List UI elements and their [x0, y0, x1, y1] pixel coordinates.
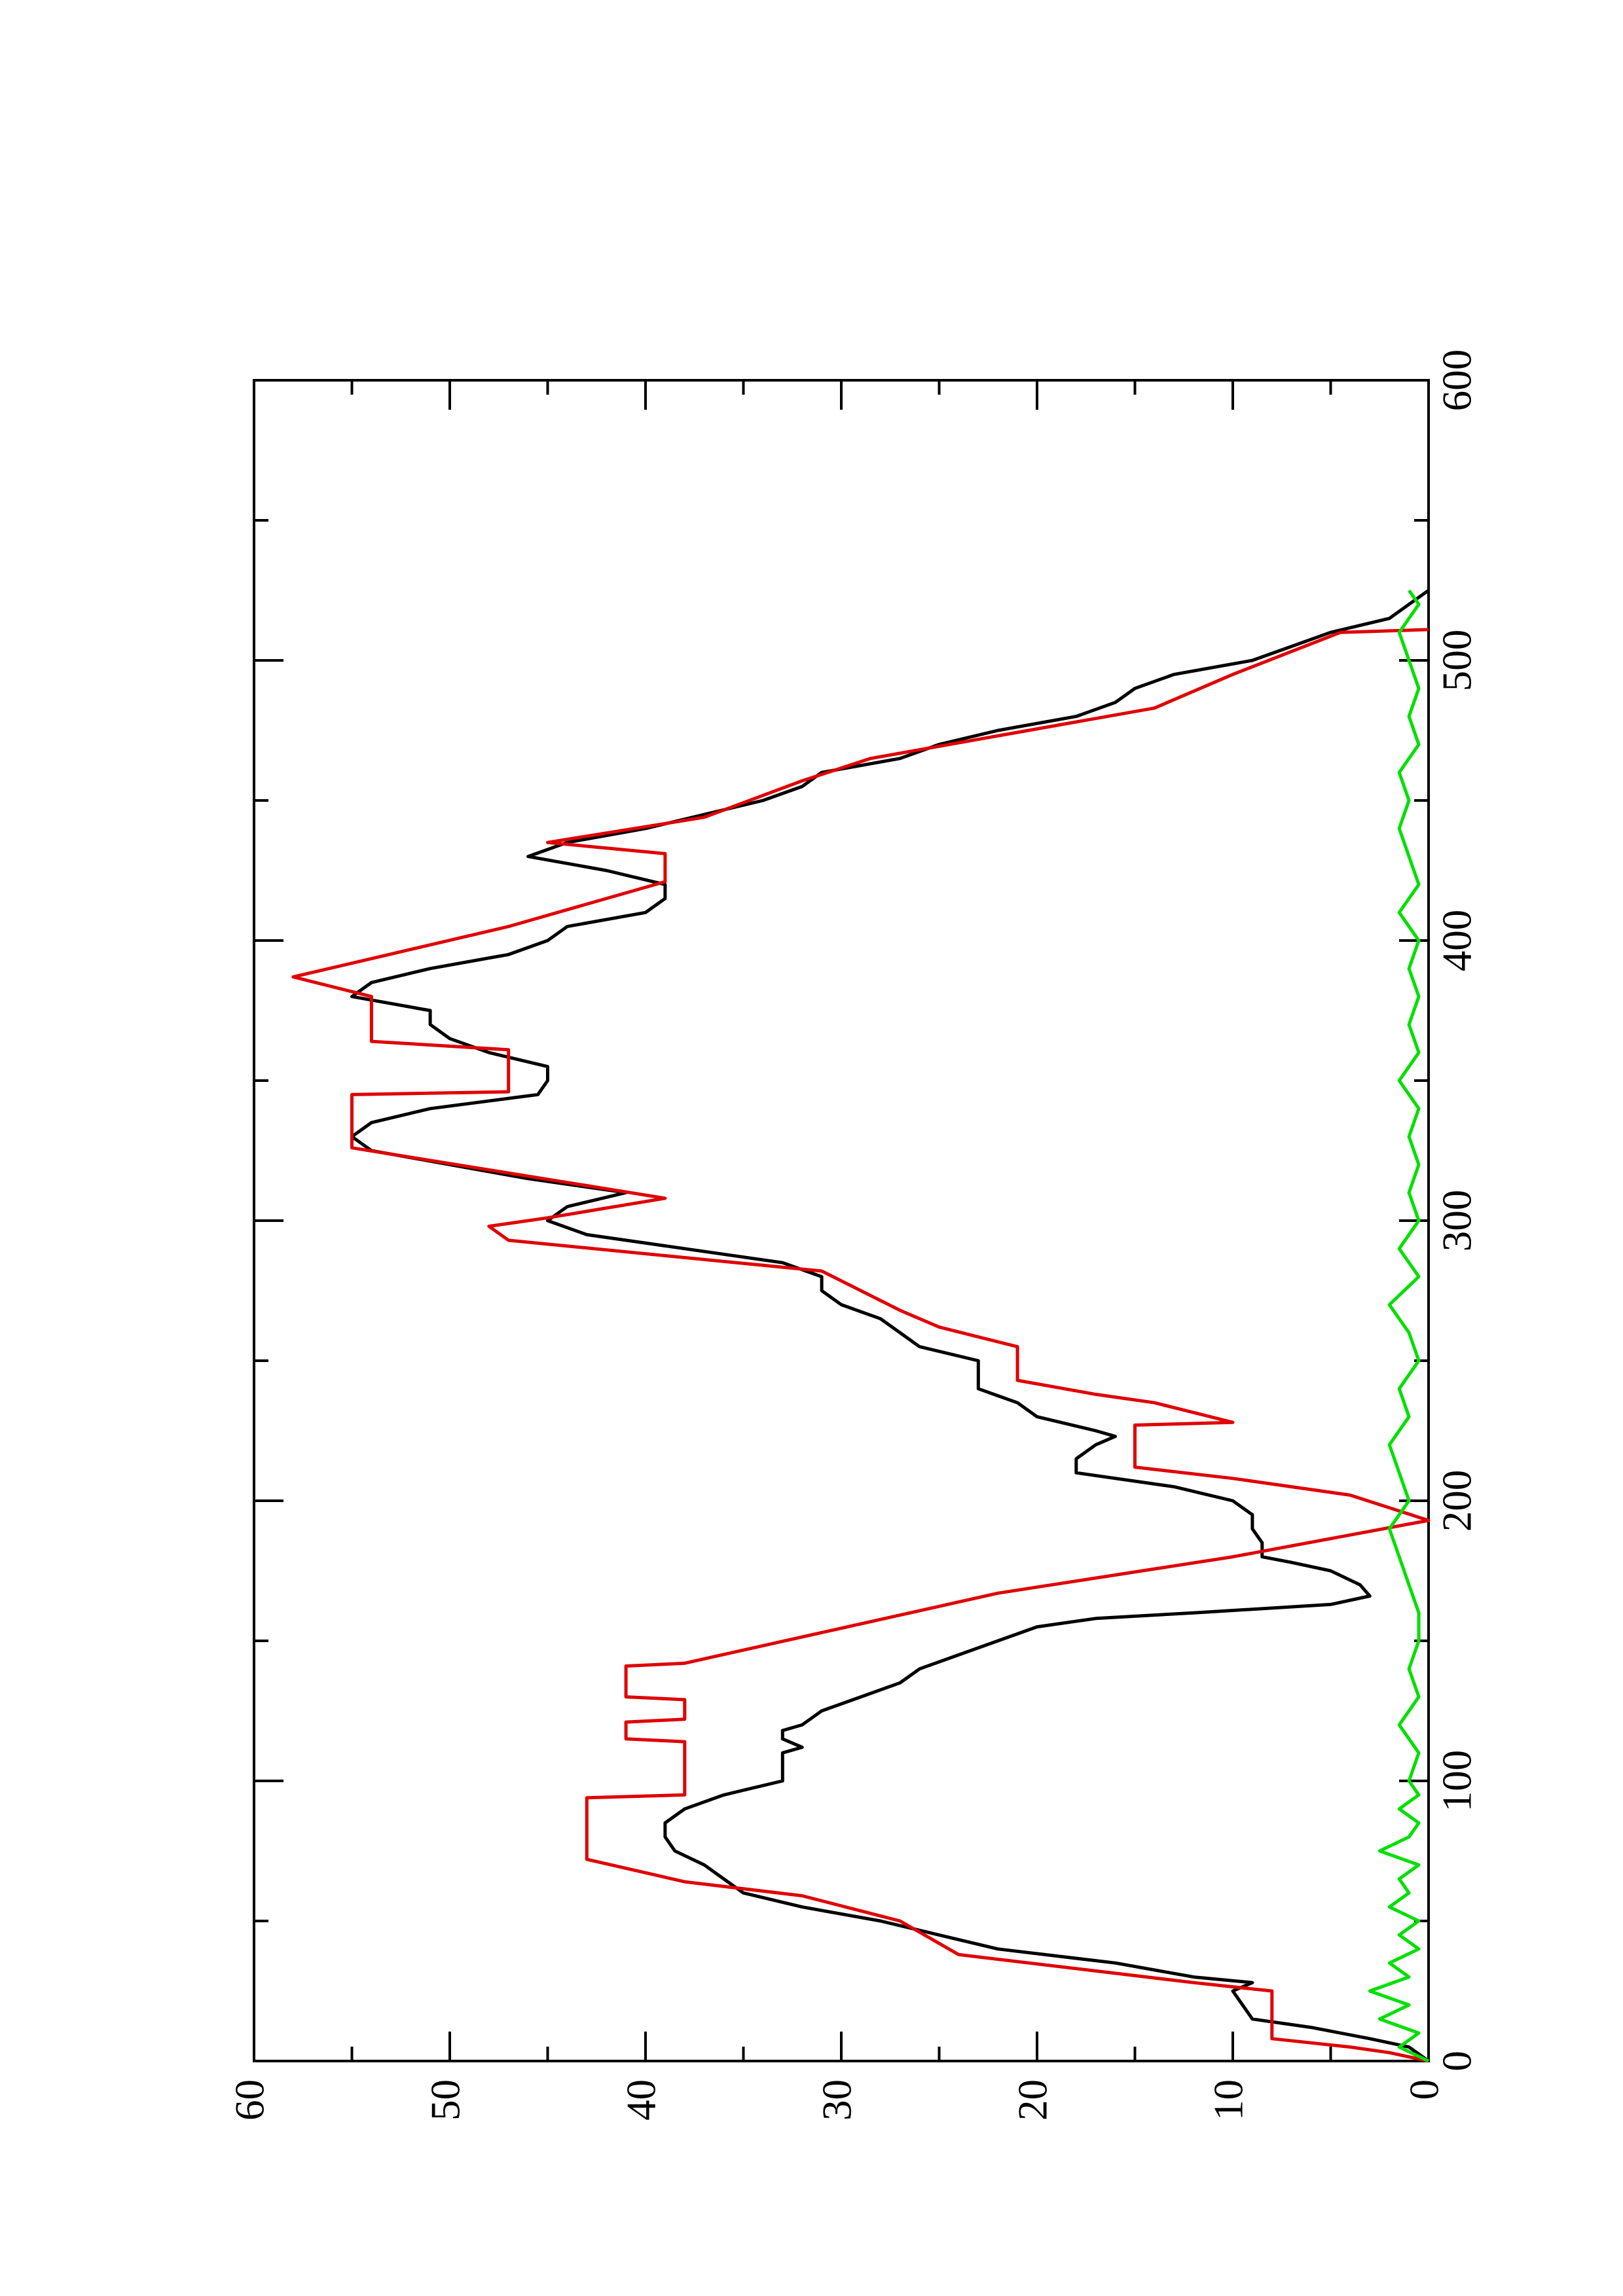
- series-line: [291, 628, 1431, 2063]
- x-tick-label: 100: [1434, 1750, 1480, 1812]
- y-tick-label: 40: [618, 2079, 664, 2121]
- plot-frame: [253, 379, 1430, 2062]
- y-tick-label: 10: [1205, 2079, 1251, 2121]
- x-tick-label: 400: [1434, 910, 1480, 972]
- x-tick-label: 500: [1434, 630, 1480, 692]
- y-tick-label: 0: [1401, 2079, 1447, 2100]
- y-tick-label: 60: [227, 2079, 272, 2121]
- y-tick-label: 20: [1010, 2079, 1055, 2121]
- series-line: [350, 588, 1430, 2063]
- x-tick-label: 200: [1434, 1470, 1480, 1532]
- x-tick-label: 600: [1434, 350, 1480, 412]
- x-tick-label: 0: [1434, 2051, 1480, 2072]
- series-line: [1368, 589, 1430, 2063]
- y-tick-label: 50: [422, 2079, 468, 2121]
- x-tick-label: 300: [1434, 1190, 1480, 1252]
- y-tick-label: 30: [814, 2079, 860, 2121]
